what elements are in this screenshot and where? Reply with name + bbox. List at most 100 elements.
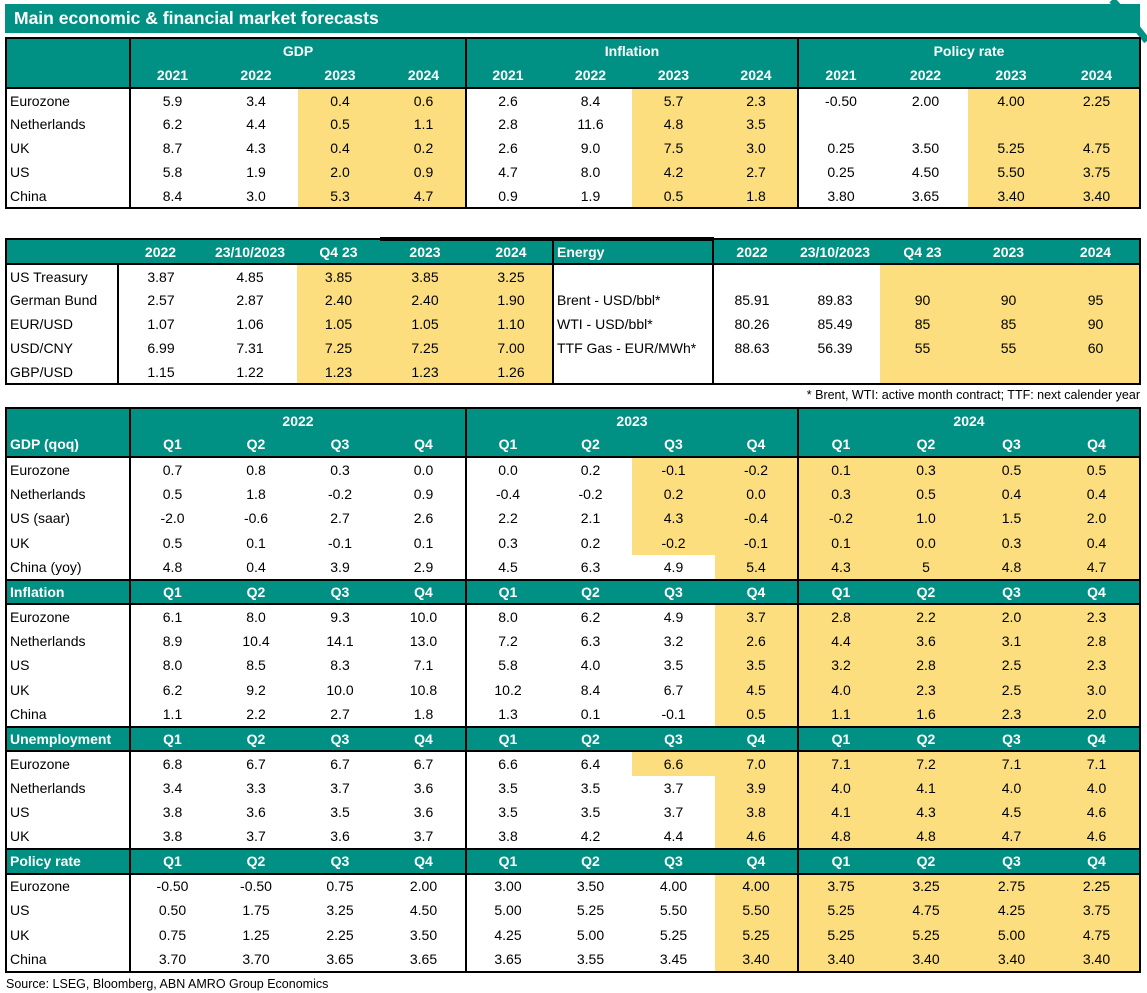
- value-cell: 4.8: [969, 555, 1054, 580]
- value-cell: 2.0: [1054, 702, 1140, 727]
- value-cell: 6.99: [117, 336, 203, 360]
- table-row: China 1.1 2.2 2.7 1.8 1.3 0.1 -0.1 0.5 1.1 1.6 2.3 2…: [6, 702, 1140, 727]
- value-cell: 6.3: [580, 632, 601, 649]
- value-cell: 3.4: [129, 775, 214, 800]
- value-cell: 5.8: [129, 160, 214, 184]
- value-cell: 1.6: [883, 702, 969, 727]
- row-label: GBP/USD: [10, 363, 74, 380]
- value-cell: 4.00: [659, 878, 688, 895]
- value-cell: 2.7: [330, 705, 350, 722]
- value-cell: 0.3: [465, 530, 549, 555]
- col-header: 23/10/2023: [203, 239, 297, 265]
- quarter-header: Q3: [632, 578, 715, 605]
- value-cell: 5.4: [715, 555, 798, 580]
- quarter-header: Q3: [969, 848, 1054, 875]
- row-label: UK: [10, 681, 30, 698]
- quarter-header: Q1: [129, 578, 214, 605]
- quarter-header: Q4: [715, 725, 798, 752]
- value-cell: 88.63: [712, 336, 790, 360]
- value-cell: 1.90: [470, 288, 553, 312]
- value-cell: 4.0: [1054, 775, 1140, 800]
- value-cell: 0.1: [797, 457, 883, 482]
- value-cell: 7.0: [715, 751, 798, 776]
- value-cell: 7.2: [465, 628, 549, 653]
- value-cell: 8.0: [465, 604, 549, 629]
- value-cell: 5.00: [576, 926, 605, 943]
- value-cell: [1052, 264, 1140, 288]
- value-cell: 1.9: [246, 164, 266, 180]
- value-cell: 3.50: [576, 878, 605, 895]
- col-header: 2023: [965, 239, 1052, 265]
- value-cell: 3.70: [129, 947, 214, 972]
- quarter-header: Q4: [382, 725, 466, 752]
- value-cell: 3.8: [129, 824, 214, 849]
- value-cell: [965, 264, 1052, 288]
- quarter-header: Q2: [214, 432, 298, 458]
- value-cell: 3.40: [715, 947, 798, 972]
- value-cell: 4.50: [911, 164, 940, 180]
- value-cell: -0.50: [129, 873, 214, 898]
- table-row: 2021 2022 2023 2024 2021 2022 2023 2024 2021 2022…: [6, 63, 1140, 89]
- value-cell: 3.25: [883, 873, 969, 898]
- value-cell: 8.0: [580, 164, 601, 180]
- value-cell: 3.75: [797, 873, 883, 898]
- value-cell: 60: [1052, 336, 1140, 360]
- value-cell: 5.25: [659, 926, 688, 943]
- quarter-header: Q4: [1054, 848, 1140, 875]
- value-cell: 0.9: [465, 184, 549, 208]
- table-row: UK 3.8 3.7 3.6 3.7 3.8 4.2 4.4 4.6 4.8 4.8 4.7 4.6: [6, 824, 1140, 849]
- value-cell: 0.5: [883, 481, 969, 506]
- value-cell: 7.1: [1054, 751, 1140, 776]
- value-cell: 0.3: [883, 457, 969, 482]
- row-label: Eurozone: [10, 461, 70, 478]
- value-cell: 1.1: [382, 112, 466, 136]
- group-header: Policy rate: [797, 38, 1140, 63]
- value-cell: 5: [883, 555, 969, 580]
- value-cell: 4.75: [883, 898, 969, 923]
- table-row: UK 6.2 9.2 10.0 10.8 10.2 8.4 6.7 4.5 4.0 2.3 2.5 3.…: [6, 677, 1140, 702]
- quarter-header: Q4: [382, 432, 466, 458]
- value-cell: 0.75: [129, 922, 214, 947]
- value-cell: 1.8: [246, 485, 266, 502]
- value-cell: 2.6: [413, 510, 434, 527]
- value-cell: 4.3: [246, 140, 266, 156]
- year-header: 2024: [382, 63, 466, 89]
- value-cell: [790, 360, 880, 384]
- value-cell: 1.10: [470, 312, 553, 336]
- value-cell: 7.25: [380, 336, 470, 360]
- value-cell: 1.1: [797, 702, 883, 727]
- value-cell: 4.8: [797, 824, 883, 849]
- row-label: China: [10, 950, 47, 967]
- value-cell: 10.8: [409, 681, 438, 698]
- value-cell: 1.5: [969, 506, 1054, 531]
- value-cell: 3.6: [883, 628, 969, 653]
- value-cell: 2.5: [969, 653, 1054, 678]
- quarter-header: Q1: [465, 725, 549, 752]
- value-cell: 4.00: [715, 873, 798, 898]
- value-cell: -0.2: [715, 457, 798, 482]
- markets-energy-table: 2022 23/10/2023 Q4 23 2023 2024 Energy 2022 23/…: [5, 237, 1141, 385]
- value-cell: 1.25: [242, 926, 270, 943]
- quarter-header: Q2: [883, 432, 969, 458]
- value-cell: 6.8: [129, 751, 214, 776]
- value-cell: 1.26: [470, 360, 553, 384]
- table-row: US Treasury 3.87 4.85 3.85 3.85 3.25: [6, 264, 1140, 288]
- table-row: US 8.0 8.5 8.3 7.1 5.8 4.0 3.5 3.5 3.2 2.8 2.5 2.3: [6, 653, 1140, 678]
- value-cell: 3.80: [797, 184, 883, 208]
- year-header: 2021: [465, 63, 549, 89]
- value-cell: 2.9: [413, 558, 434, 575]
- section-header: GDP (qoq): [6, 432, 130, 458]
- quarter-header: Q2: [549, 725, 632, 752]
- value-cell: 4.3: [632, 506, 715, 531]
- value-cell: 3.0: [1054, 677, 1140, 702]
- value-cell: 8.0: [246, 608, 266, 625]
- quarter-header: Q3: [298, 578, 382, 605]
- value-cell: 0.5: [1054, 457, 1140, 482]
- row-label: US (saar): [10, 510, 70, 527]
- value-cell: 3.40: [797, 947, 883, 972]
- year-header: 2022: [883, 63, 968, 89]
- row-label: Netherlands: [10, 779, 86, 796]
- value-cell: 4.8: [632, 112, 715, 136]
- section-header: Inflation: [6, 578, 130, 605]
